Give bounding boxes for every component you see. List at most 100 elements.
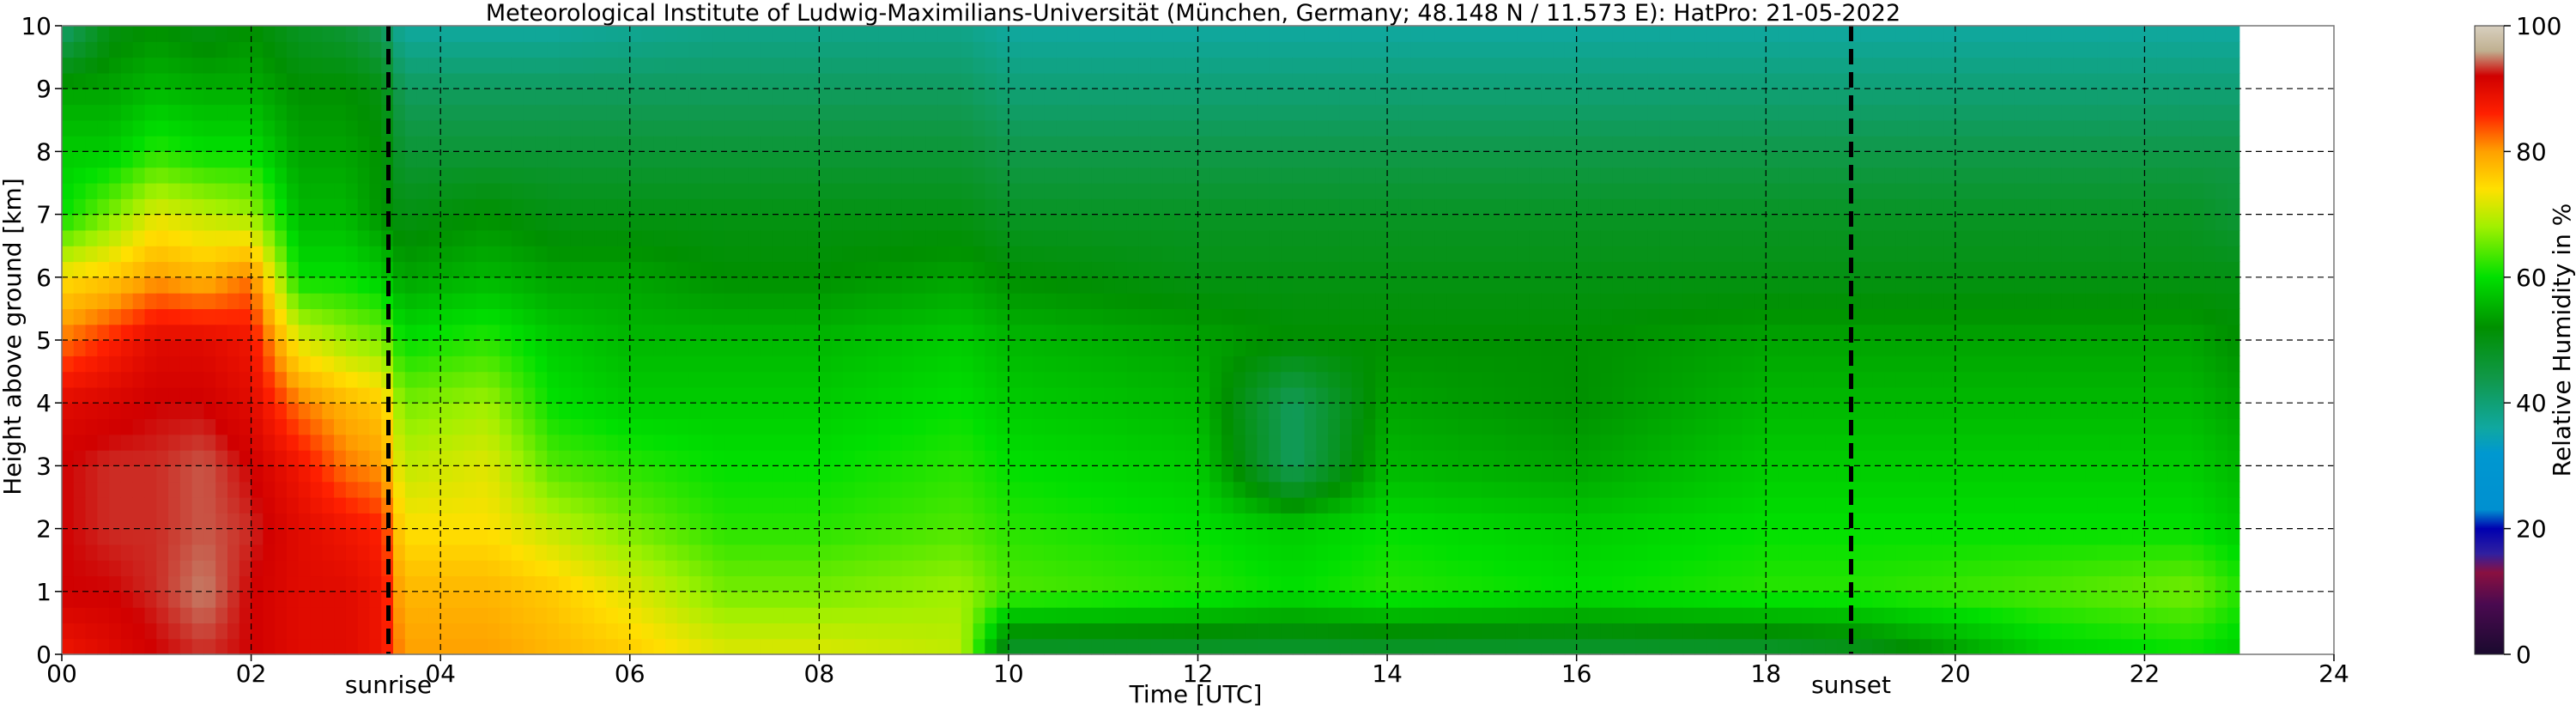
- heatmap-cell: [298, 513, 312, 530]
- heatmap-cell: [535, 104, 548, 121]
- heatmap-cell: [357, 167, 371, 184]
- heatmap-cell: [1339, 450, 1353, 466]
- heatmap-cell: [937, 340, 950, 356]
- heatmap-cell: [1020, 119, 1033, 137]
- heatmap-cell: [227, 308, 240, 325]
- heatmap-cell: [1316, 403, 1329, 420]
- heatmap-cell: [653, 434, 666, 451]
- heatmap-cell: [1482, 198, 1494, 216]
- heatmap-cell: [464, 434, 477, 451]
- heatmap-cell: [322, 229, 335, 246]
- heatmap-cell: [132, 261, 146, 278]
- heatmap-cell: [263, 450, 276, 466]
- heatmap-cell: [1446, 528, 1459, 545]
- heatmap-cell: [854, 104, 868, 121]
- heatmap-cell: [795, 57, 809, 74]
- heatmap-cell: [760, 229, 773, 246]
- heatmap-cell: [925, 104, 938, 121]
- heatmap-cell: [712, 560, 725, 577]
- heatmap-cell: [1422, 403, 1435, 420]
- heatmap-cell: [1032, 513, 1045, 530]
- heatmap-cell: [913, 119, 927, 137]
- heatmap-cell: [795, 104, 809, 121]
- heatmap-cell: [511, 623, 524, 640]
- heatmap-cell: [1126, 88, 1140, 106]
- heatmap-cell: [724, 246, 737, 263]
- heatmap-cell: [760, 403, 773, 420]
- heatmap-cell: [251, 261, 264, 278]
- heatmap-cell: [440, 403, 453, 420]
- heatmap-cell: [1269, 276, 1282, 294]
- heatmap-cell: [1233, 575, 1246, 592]
- heatmap-cell: [913, 41, 927, 58]
- heatmap-cell: [1173, 465, 1187, 483]
- heatmap-cell: [985, 136, 997, 152]
- heatmap-cell: [97, 623, 110, 640]
- heatmap-cell: [1304, 261, 1317, 278]
- heatmap-cell: [1351, 497, 1365, 514]
- heatmap-cell: [1020, 403, 1033, 420]
- heatmap-cell: [748, 88, 761, 106]
- heatmap-cell: [1281, 229, 1294, 246]
- heatmap-cell: [629, 513, 643, 530]
- heatmap-cell: [559, 575, 572, 592]
- heatmap-cell: [1434, 607, 1447, 623]
- heatmap-cell: [1363, 151, 1376, 168]
- heatmap-cell: [1458, 167, 1471, 184]
- heatmap-cell: [275, 167, 288, 184]
- heatmap-cell: [629, 481, 643, 498]
- heatmap-cell: [1316, 340, 1329, 356]
- heatmap-cell: [866, 418, 879, 435]
- heatmap-cell: [511, 57, 524, 74]
- heatmap-cell: [488, 513, 500, 530]
- heatmap-cell: [559, 481, 572, 498]
- heatmap-cell: [1529, 544, 1542, 561]
- heatmap-cell: [559, 513, 572, 530]
- heatmap-cell: [961, 607, 974, 623]
- heatmap-cell: [1138, 167, 1151, 184]
- heatmap-cell: [582, 434, 595, 451]
- heatmap-cell: [369, 198, 382, 216]
- heatmap-cell: [1173, 434, 1187, 451]
- heatmap-cell: [878, 167, 891, 184]
- heatmap-cell: [1446, 308, 1459, 325]
- heatmap-cell: [1209, 119, 1222, 137]
- heatmap-cell: [1458, 560, 1471, 577]
- heatmap-cell: [1126, 136, 1140, 152]
- heatmap-cell: [298, 481, 312, 498]
- heatmap-cell: [1328, 434, 1341, 451]
- heatmap-cell: [1091, 371, 1104, 388]
- heatmap-cell: [440, 119, 453, 137]
- heatmap-cell: [179, 403, 193, 420]
- heatmap-cell: [878, 151, 891, 168]
- heatmap-cell: [476, 450, 488, 466]
- heatmap-cell: [215, 104, 228, 121]
- heatmap-cell: [1316, 607, 1329, 623]
- heatmap-cell: [676, 544, 690, 561]
- heatmap-cell: [1008, 418, 1021, 435]
- heatmap-cell: [416, 167, 429, 184]
- heatmap-cell: [476, 418, 488, 435]
- heatmap-cell: [203, 465, 216, 483]
- heatmap-cell: [901, 450, 915, 466]
- heatmap-cell: [144, 481, 157, 498]
- heatmap-cell: [736, 151, 749, 168]
- heatmap-cell: [1281, 183, 1294, 199]
- heatmap-cell: [1517, 638, 1530, 655]
- heatmap-cell: [488, 371, 500, 388]
- heatmap-cell: [1032, 544, 1045, 561]
- heatmap-cell: [1114, 560, 1128, 577]
- heatmap-cell: [665, 560, 678, 577]
- heatmap-cell: [653, 481, 666, 498]
- heatmap-cell: [1375, 403, 1388, 420]
- heatmap-cell: [1304, 26, 1317, 42]
- heatmap-cell: [748, 324, 761, 341]
- heatmap-cell: [500, 41, 512, 58]
- heatmap-cell: [215, 88, 228, 106]
- heatmap-cell: [783, 72, 797, 89]
- heatmap-cell: [1458, 72, 1471, 89]
- heatmap-cell: [523, 57, 536, 74]
- heatmap-cell: [156, 481, 169, 498]
- heatmap-cell: [345, 450, 359, 466]
- heatmap-cell: [925, 403, 938, 420]
